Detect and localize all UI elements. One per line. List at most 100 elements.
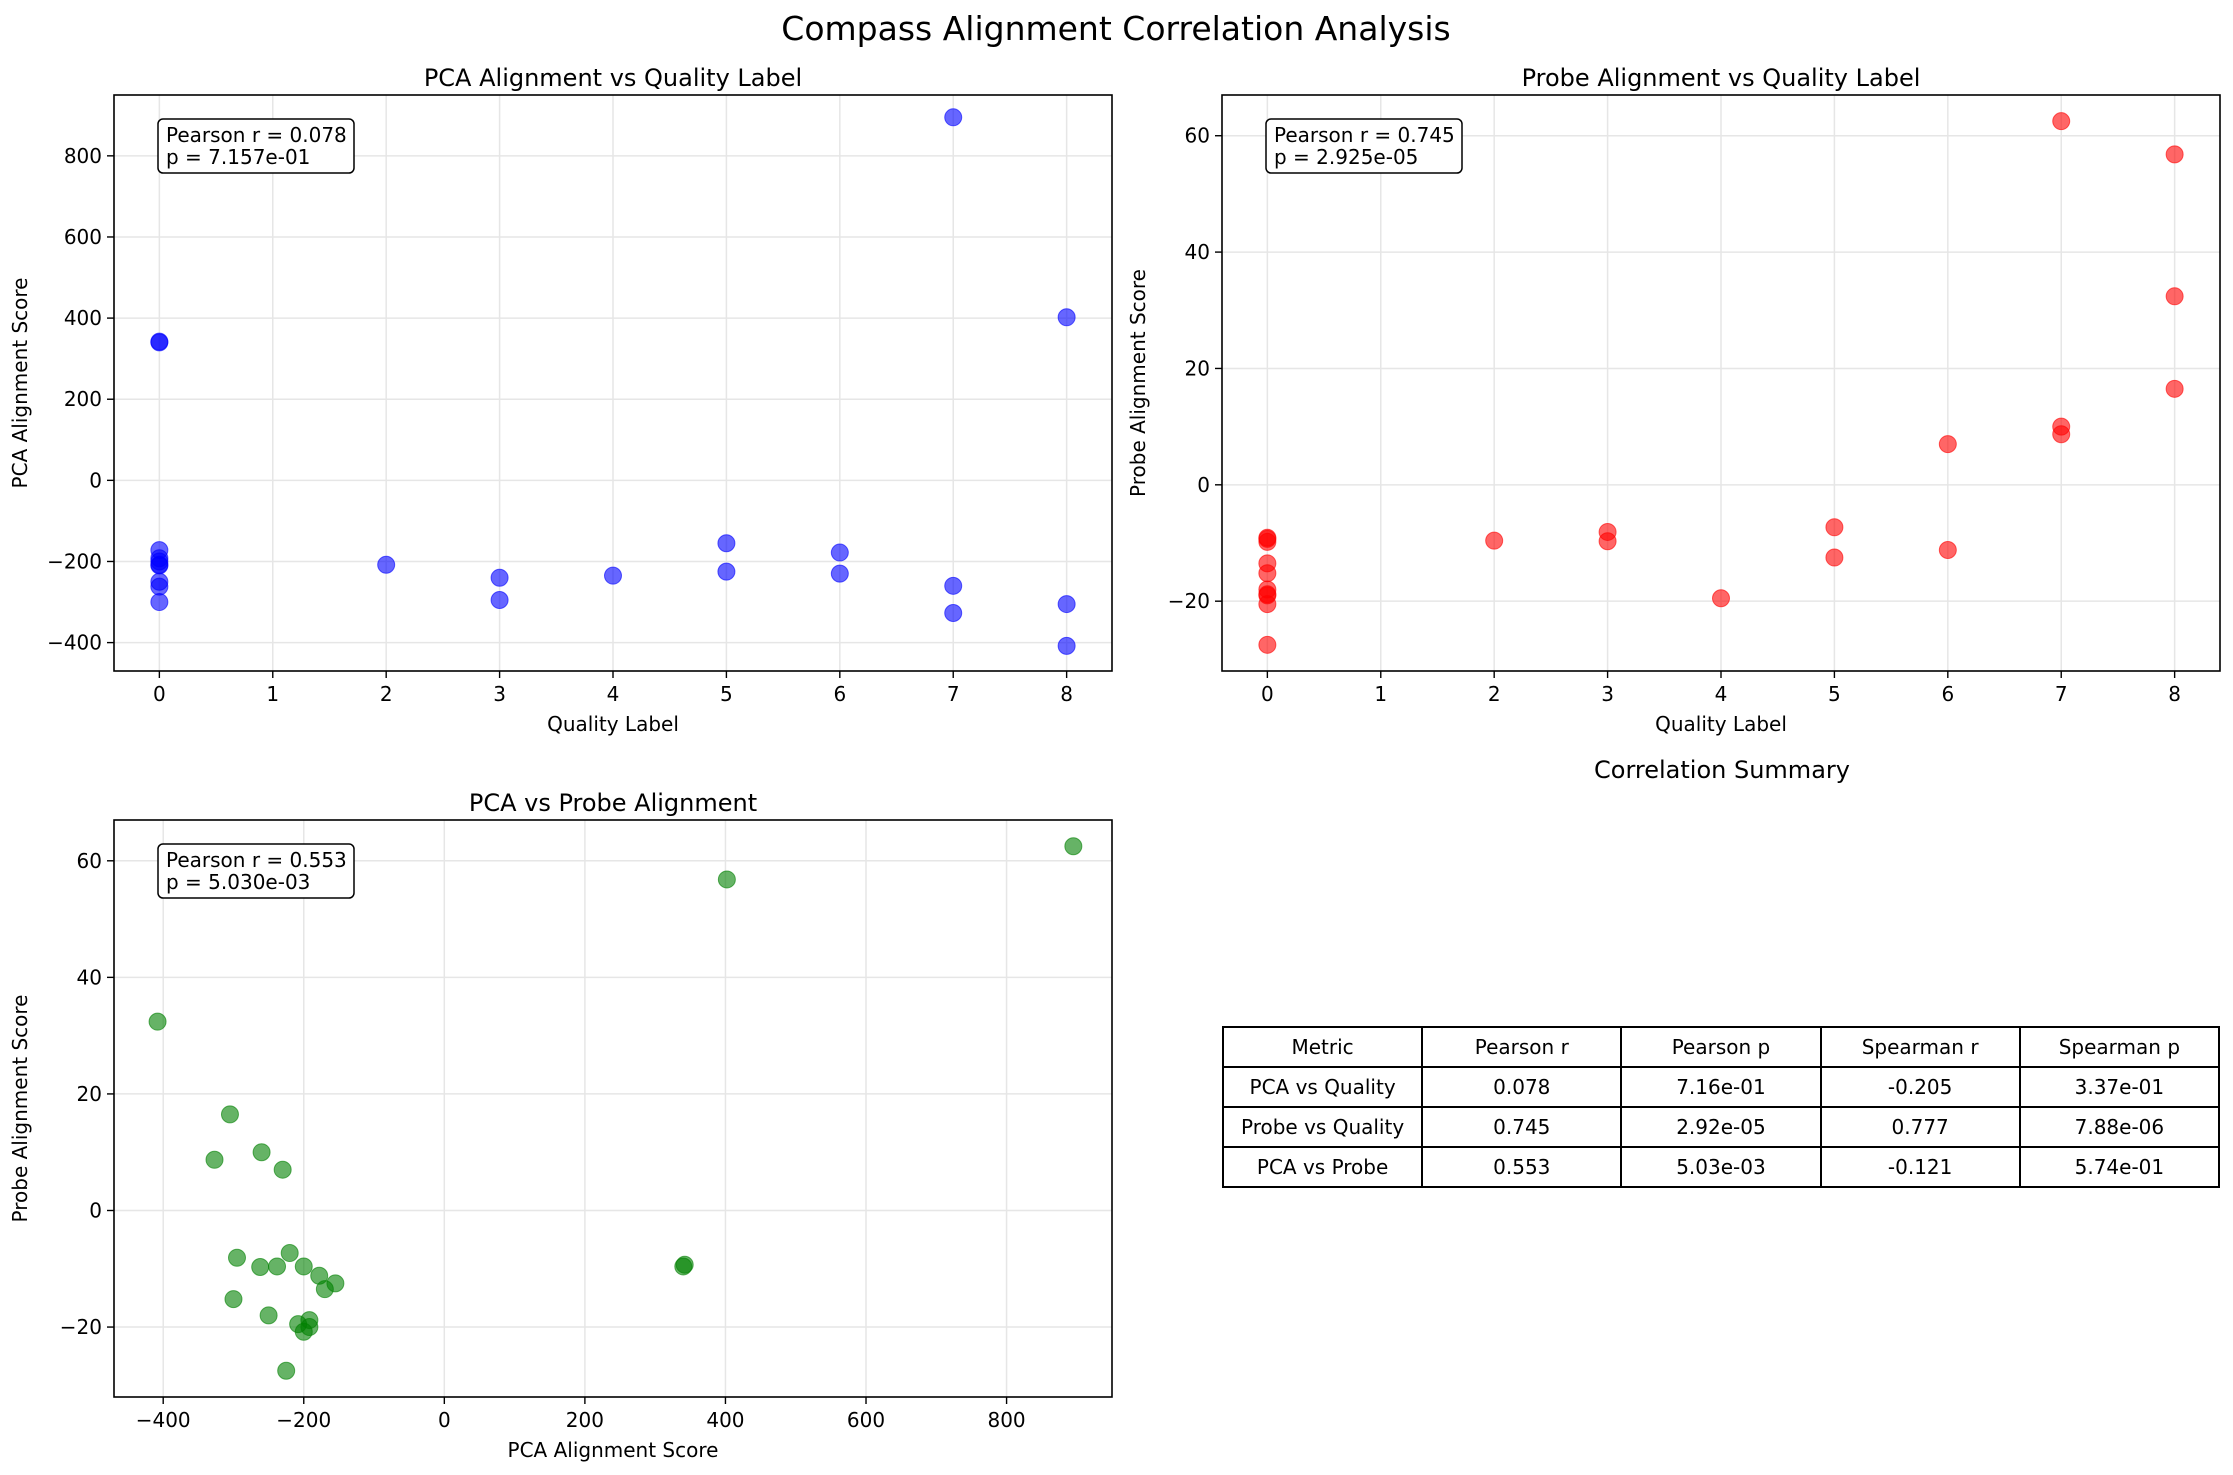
y-tick-label: 400 (64, 306, 102, 330)
data-point (150, 593, 169, 612)
data-point (277, 1361, 296, 1380)
data-point (227, 1248, 246, 1267)
data-point (490, 568, 509, 587)
x-tick-label: 4 (1715, 682, 1728, 706)
x-tick-label: −400 (136, 1408, 191, 1432)
table-header-cell: Metric (1221, 1026, 1424, 1068)
x-tick-label: 8 (2168, 682, 2181, 706)
table-row: Probe vs Quality 0.745 2.92e-05 0.777 7.… (1221, 1106, 2221, 1148)
x-tick-label: 4 (607, 682, 620, 706)
table-cell: 0.078 (1421, 1066, 1623, 1108)
data-point (1057, 308, 1076, 327)
table-header-cell: Spearman r (1819, 1026, 2021, 1068)
data-point (294, 1257, 313, 1276)
axes-frame (113, 819, 1113, 1398)
table-cell: 5.03e-03 (1620, 1146, 1822, 1188)
data-point (1258, 528, 1277, 547)
y-tick-label: 600 (64, 225, 102, 249)
data-point (148, 1012, 167, 1031)
data-point (377, 555, 396, 574)
y-tick-label: −200 (47, 549, 102, 573)
stats-annotation-line: p = 7.157e-01 (166, 145, 310, 169)
data-point (273, 1160, 292, 1179)
x-tick-label: 7 (2055, 682, 2068, 706)
table-cell: -0.121 (1819, 1146, 2021, 1188)
data-point (2165, 379, 2184, 398)
x-axis-label: PCA Alignment Score (508, 1438, 719, 1462)
chart-title: PCA vs Probe Alignment (469, 789, 757, 817)
data-point (268, 1257, 287, 1276)
x-tick-label: 0 (438, 1408, 451, 1432)
data-point (2165, 287, 2184, 306)
data-point (944, 576, 963, 595)
x-tick-label: 0 (1261, 682, 1274, 706)
x-tick-label: 2 (380, 682, 393, 706)
y-tick-label: 200 (64, 387, 102, 411)
x-tick-label: 600 (847, 1408, 885, 1432)
data-point (1485, 531, 1504, 550)
y-axis-label: PCA Alignment Score (8, 278, 32, 489)
table-header-cell: Pearson p (1620, 1026, 1822, 1068)
data-point (944, 603, 963, 622)
x-tick-label: 800 (987, 1408, 1025, 1432)
table-cell: Probe vs Quality (1221, 1106, 1424, 1148)
stats-annotation-line: Pearson r = 0.078 (166, 123, 347, 147)
data-point (944, 108, 963, 127)
y-axis-label: Probe Alignment Score (8, 995, 32, 1223)
table-cell: 0.553 (1421, 1146, 1623, 1188)
data-point (830, 543, 849, 562)
y-tick-label: −20 (1168, 589, 1210, 613)
correlation-summary-table: Metric Pearson r Pearson p Spearman r Sp… (1221, 1026, 2221, 1188)
data-point (1258, 585, 1277, 604)
x-tick-label: 3 (1601, 682, 1614, 706)
data-point (1258, 564, 1277, 583)
data-point (280, 1244, 299, 1263)
data-point (294, 1322, 313, 1341)
y-axis-label: Probe Alignment Score (1126, 269, 1150, 497)
data-point (220, 1105, 239, 1124)
x-tick-label: −200 (276, 1408, 331, 1432)
x-tick-label: 2 (1488, 682, 1501, 706)
data-point (205, 1150, 224, 1169)
table-row: PCA vs Probe 0.553 5.03e-03 -0.121 5.74e… (1221, 1146, 2221, 1188)
data-point (830, 564, 849, 583)
table-cell: 5.74e-01 (2018, 1146, 2221, 1188)
x-tick-label: 1 (266, 682, 279, 706)
table-cell: 2.92e-05 (1620, 1106, 1822, 1148)
table-cell: 7.88e-06 (2018, 1106, 2221, 1148)
x-axis-label: Quality Label (547, 712, 679, 736)
y-tick-label: 0 (89, 468, 102, 492)
stats-annotation-line: Pearson r = 0.553 (166, 848, 347, 872)
table-cell: PCA vs Quality (1221, 1066, 1424, 1108)
table-cell: 0.745 (1421, 1106, 1623, 1148)
data-point (1938, 435, 1957, 454)
data-point (604, 566, 622, 585)
x-tick-label: 6 (833, 682, 846, 706)
y-tick-label: 800 (64, 144, 102, 168)
data-point (2052, 112, 2071, 131)
data-point (674, 1257, 693, 1276)
y-tick-label: 60 (77, 849, 102, 873)
scatter-panel: 0 1 2 3 4 5 6 7 8 −400 −200 0 200 400 600 800 PCA Alignm… (8, 64, 1113, 736)
data-point (1938, 540, 1957, 559)
data-point (1598, 532, 1617, 551)
x-tick-label: 3 (493, 682, 506, 706)
data-point (490, 591, 509, 610)
y-tick-label: 20 (1185, 356, 1210, 380)
stats-annotation-line: p = 5.030e-03 (166, 870, 310, 894)
table-header-cell: Spearman p (2018, 1026, 2221, 1068)
table-cell: -0.205 (1819, 1066, 2021, 1108)
data-point (1064, 837, 1083, 856)
x-tick-label: 0 (153, 682, 166, 706)
data-point (2165, 145, 2184, 164)
figure-suptitle: Compass Alignment Correlation Analysis (781, 9, 1450, 48)
data-point (1712, 589, 1730, 608)
data-point (252, 1143, 271, 1162)
table-row: PCA vs Quality 0.078 7.16e-01 -0.205 3.3… (1221, 1066, 2221, 1108)
table-header-cell: Pearson r (1421, 1026, 1623, 1068)
data-point (717, 562, 736, 581)
data-point (1057, 636, 1076, 655)
table-header-row: Metric Pearson r Pearson p Spearman r Sp… (1221, 1026, 2221, 1068)
y-tick-label: 40 (77, 965, 102, 989)
